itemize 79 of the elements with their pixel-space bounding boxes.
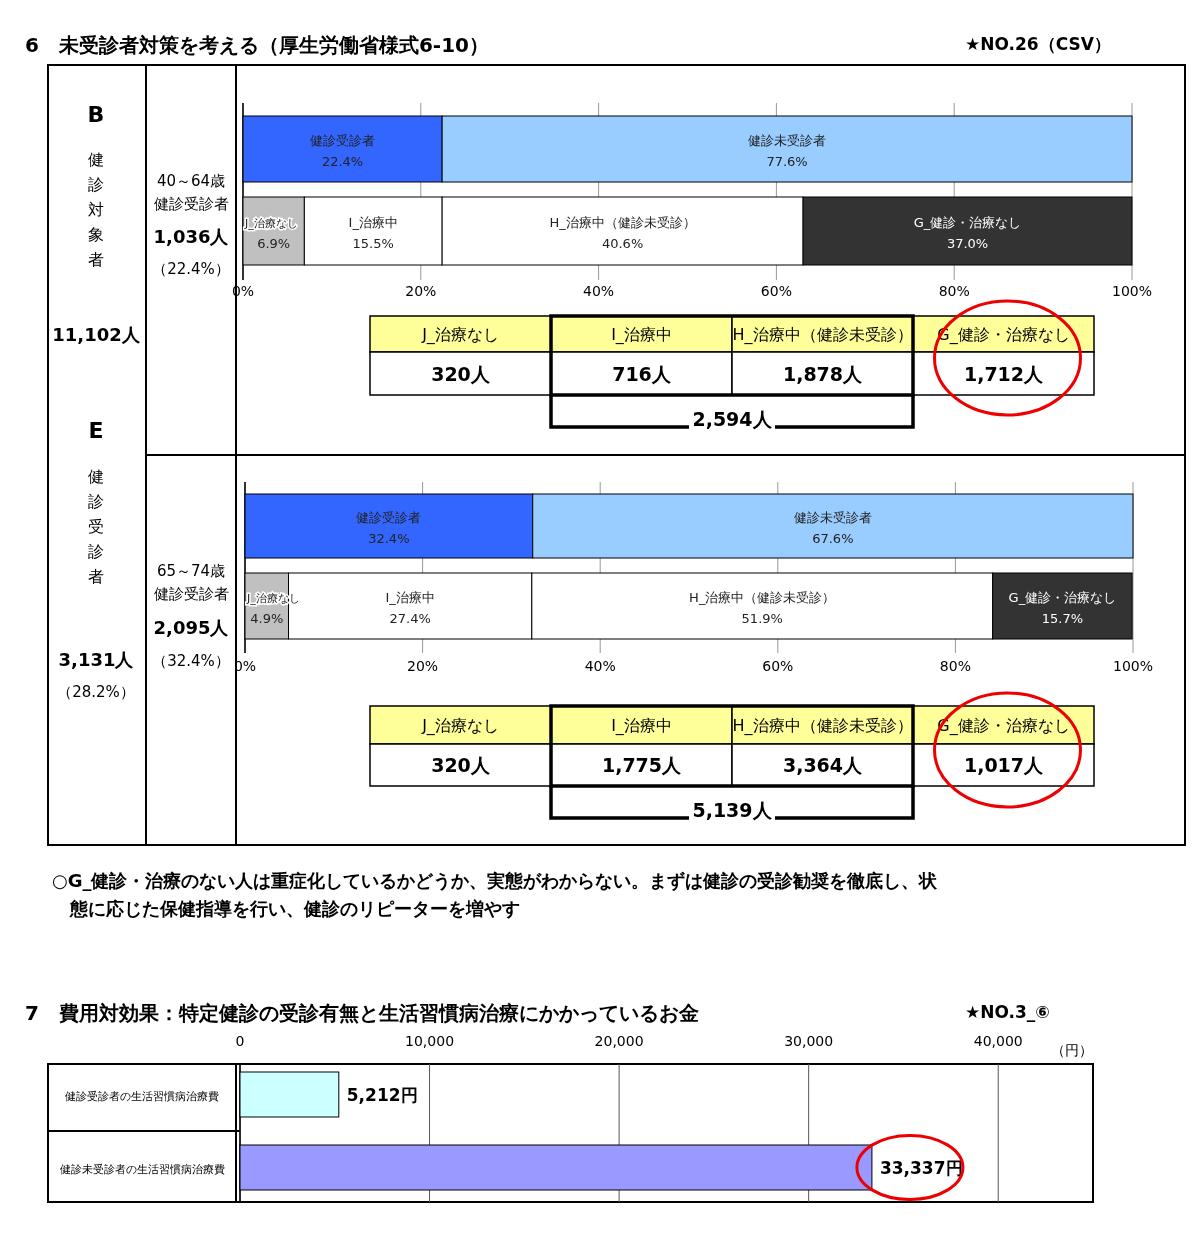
text: （32.4%） (152, 652, 230, 670)
text: E (88, 418, 104, 443)
data-label: 1,017人 (963, 754, 1045, 776)
x-tick-label: 60% (762, 658, 794, 674)
text: （28.2%） (57, 683, 135, 701)
text: 3,131人 (58, 649, 135, 670)
x-tick-label: 100% (1111, 283, 1153, 299)
category-label: H_治療中（健診未受診） (732, 716, 913, 736)
x-tick-label: 40% (583, 283, 615, 299)
x-tick-label: 40% (584, 658, 616, 674)
x-tick-label: 20% (405, 283, 437, 299)
text: 6 未受診者対策を考える（厚生労働省様式6-10） (25, 33, 489, 57)
data-label: 1,775人 (601, 754, 683, 776)
x-tick-label: 20,000 (594, 1033, 644, 1049)
x-tick-label: 10,000 (405, 1033, 455, 1049)
text: （22.4%） (152, 260, 230, 278)
data-label: 1,878人 (782, 362, 864, 385)
data-label: 320人 (431, 754, 491, 776)
data-label: 40.6% (601, 236, 644, 251)
series-label: H_治療中（健診未受診） (549, 215, 696, 230)
text: 40～64歳 (156, 172, 226, 190)
text: ★NO.26（CSV） (965, 34, 1111, 54)
series-label: J_治療なし (244, 217, 298, 230)
y-tick-label: 健診未受診者の生活習慣病治療費 (59, 1162, 225, 1176)
text: 1,036人 (153, 226, 230, 247)
text: ○G_健診・治療のない人は重症化しているかどうか、実態がわからない。まずは健診の受診勧奨を徹底し、状態に応じた保健指導を行い、健診のリピーターを増やす (52, 870, 939, 919)
text: 2,095人 (153, 617, 230, 638)
x-tick-label: 100% (1112, 658, 1154, 674)
data-label: 716人 (612, 362, 672, 385)
category-label: I_治療中 (611, 716, 672, 736)
series-label: G_健診・治療なし (913, 215, 1022, 230)
series-label: H_治療中（健診未受診） (689, 590, 836, 605)
data-label: 27.4% (389, 611, 431, 626)
y-tick-label: 健診受診者の生活習慣病治療費 (65, 1089, 219, 1103)
data-label: 3,364人 (782, 754, 864, 776)
text: 65～74歳 (156, 562, 226, 580)
series-label: I_治療中 (385, 590, 435, 605)
series-label: 健診未受診者 (793, 510, 872, 525)
data-label: 4.9% (250, 611, 284, 626)
text: B (87, 102, 105, 127)
series-label: I_治療中 (348, 215, 398, 230)
chart-title: 7 費用対効果：特定健診の受診有無と生活習慣病治療にかかっているお金 (25, 1001, 699, 1025)
x-tick-label: 30,000 (784, 1033, 834, 1049)
category-label: I_治療中 (611, 325, 672, 345)
data-label: 320人 (431, 362, 491, 385)
series-label: J_治療なし (246, 592, 300, 605)
x-tick-label: 60% (760, 283, 792, 299)
data-label: 22.4% (321, 154, 364, 169)
text: ★NO.3_⑥ (965, 1002, 1050, 1022)
x-tick-label: 40,000 (973, 1033, 1023, 1049)
data-label: 6.9% (257, 236, 291, 251)
data-label: 51.9% (741, 611, 783, 626)
text: 11,102人 (52, 324, 141, 345)
x-axis-title: （円） (1051, 1042, 1093, 1058)
data-label: 77.6% (766, 154, 808, 169)
text: 5,139人 (692, 799, 773, 821)
x-tick-label: 0 (235, 1033, 245, 1049)
data-label: 15.7% (1041, 611, 1084, 626)
data-label: 32.4% (368, 531, 410, 546)
series-label: 健診受診者 (356, 510, 422, 525)
data-label: 1,712人 (963, 362, 1045, 385)
x-tick-label: 80% (939, 658, 971, 674)
data-label: 15.5% (352, 236, 394, 251)
data-label: 67.6% (812, 531, 854, 546)
category-label: J_治療なし (421, 716, 499, 736)
data-label: 5,212円 (346, 1084, 418, 1105)
category-label: H_治療中（健診未受診） (732, 325, 913, 345)
x-tick-label: 20% (407, 658, 439, 674)
text: 健診受診者 (153, 195, 229, 213)
text: 健診受診者 (153, 585, 229, 603)
x-tick-label: 80% (938, 283, 970, 299)
data-label: 37.0% (946, 236, 989, 251)
text: 2,594人 (692, 408, 773, 430)
series-label: 健診未受診者 (748, 133, 827, 148)
category-label: J_治療なし (421, 325, 499, 345)
text: 健診対象者 (88, 150, 104, 269)
text: 健診受診者 (88, 467, 104, 586)
series-label: 健診受診者 (310, 133, 376, 148)
series-label: G_健診・治療なし (1008, 590, 1117, 605)
